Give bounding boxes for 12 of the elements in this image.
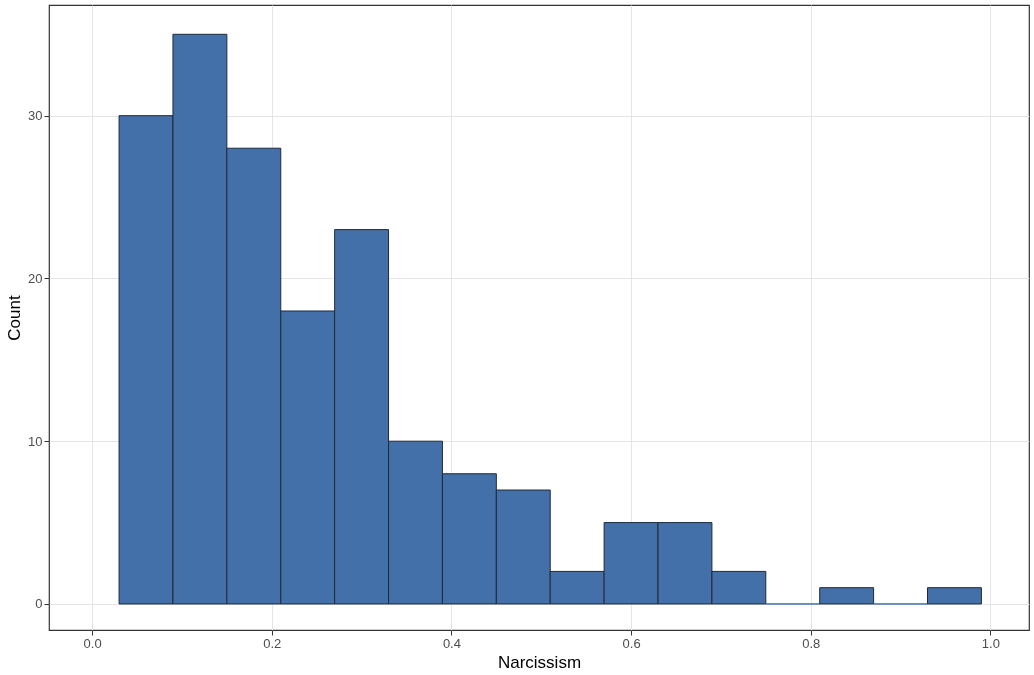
x-tick-label: 0.2 bbox=[263, 635, 282, 651]
y-tick-label: 20 bbox=[28, 270, 43, 286]
y-tick-label: 10 bbox=[28, 433, 43, 449]
y-tick-label: 30 bbox=[28, 108, 43, 124]
x-axis-title: Narcissism bbox=[497, 652, 582, 672]
x-tick-label: 0.8 bbox=[802, 635, 821, 651]
x-tick-label: 0.6 bbox=[622, 635, 641, 651]
x-tick-label: 0.4 bbox=[442, 635, 461, 651]
y-tick-label: 0 bbox=[35, 596, 43, 612]
y-axis-title: Count bbox=[5, 295, 25, 341]
x-tick-label: 0.0 bbox=[83, 635, 102, 651]
x-tick-label: 1.0 bbox=[981, 635, 1000, 651]
